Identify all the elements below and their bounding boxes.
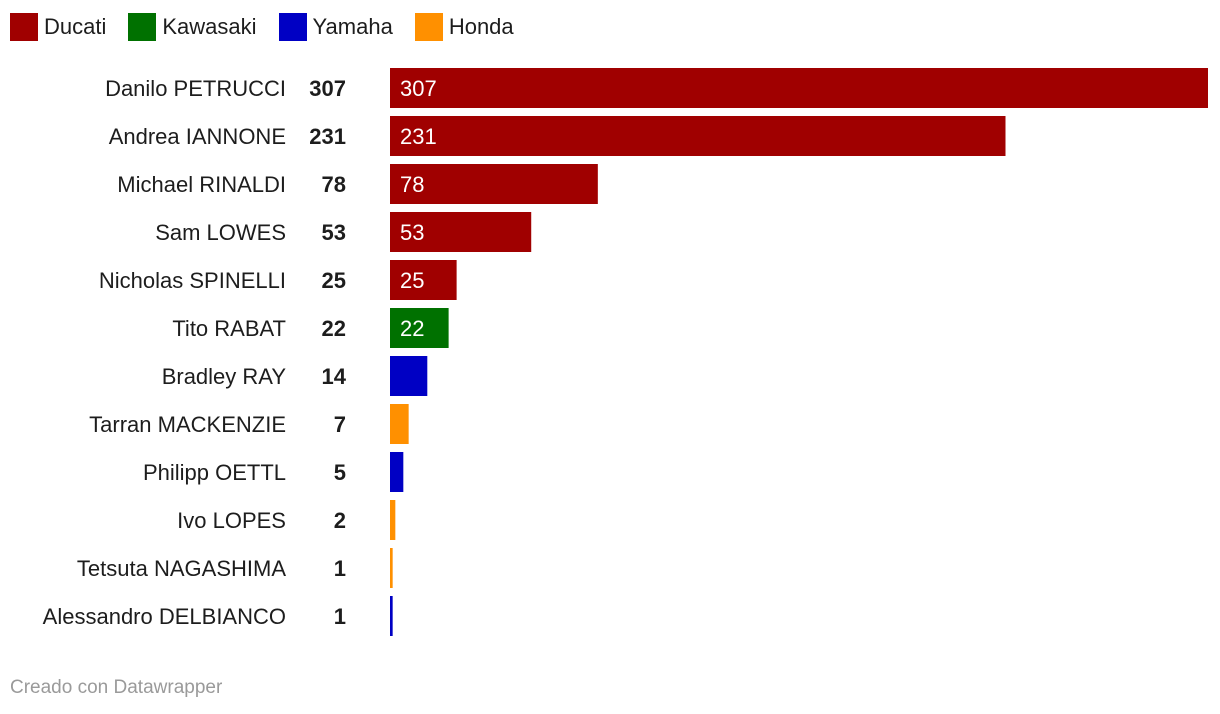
points-value-sam-lowes: 53: [322, 220, 346, 245]
bar-tito-rabat: [390, 308, 449, 348]
rider-name-tetsuta-nagashima: Tetsuta NAGASHIMA: [77, 556, 286, 581]
rider-name-nicholas-spinelli: Nicholas SPINELLI: [99, 268, 286, 293]
bar-sam-lowes: [390, 212, 532, 252]
rider-name-alessandro-delbianco: Alessandro DELBIANCO: [43, 604, 286, 629]
points-value-ivo-lopes: 2: [334, 508, 346, 533]
bar-danilo-petrucci: [390, 68, 1208, 108]
rider-name-philipp-oettl: Philipp OETTL: [143, 460, 286, 485]
bar-label-nicholas-spinelli: 25: [400, 268, 424, 293]
rider-name-tarran-mackenzie: Tarran MACKENZIE: [89, 412, 286, 437]
points-value-philipp-oettl: 5: [334, 460, 346, 485]
legend-item-ducati: Ducati: [10, 13, 106, 41]
bar-label-sam-lowes: 53: [400, 220, 424, 245]
points-value-bradley-ray: 14: [322, 364, 347, 389]
rider-name-sam-lowes: Sam LOWES: [155, 220, 286, 245]
legend-item-kawasaki: Kawasaki: [128, 13, 257, 41]
legend-label-honda: Honda: [448, 14, 514, 39]
legend-label-kawasaki: Kawasaki: [162, 14, 257, 39]
rider-name-danilo-petrucci: Danilo PETRUCCI: [105, 76, 286, 101]
rider-name-tito-rabat: Tito RABAT: [172, 316, 286, 341]
points-value-tetsuta-nagashima: 1: [334, 556, 346, 581]
legend-item-honda: Honda: [414, 13, 514, 41]
rider-name-michael-rinaldi: Michael RINALDI: [117, 172, 286, 197]
legend-swatch-kawasaki: [128, 13, 157, 41]
legend-label-ducati: Ducati: [44, 14, 107, 39]
bar-michael-rinaldi: [390, 164, 598, 204]
bar-label-tito-rabat: 22: [400, 316, 424, 341]
bar-label-andrea-iannone: 231: [400, 124, 437, 149]
points-value-tarran-mackenzie: 7: [334, 412, 346, 437]
bar-label-michael-rinaldi: 78: [400, 172, 424, 197]
rider-name-andrea-iannone: Andrea IANNONE: [109, 124, 286, 149]
bar-alessandro-delbianco: [390, 596, 393, 636]
points-value-michael-rinaldi: 78: [322, 172, 346, 197]
bar-philipp-oettl: [390, 452, 404, 492]
bar-bradley-ray: [390, 356, 428, 396]
points-value-danilo-petrucci: 307: [309, 76, 346, 101]
footer-credit: Creado con Datawrapper: [10, 677, 223, 698]
rider-name-bradley-ray: Bradley RAY: [162, 364, 287, 389]
points-value-nicholas-spinelli: 25: [322, 268, 346, 293]
bar-andrea-iannone: [390, 116, 1006, 156]
legend-item-yamaha: Yamaha: [278, 13, 393, 41]
bar-label-danilo-petrucci: 307: [400, 76, 437, 101]
bar-tetsuta-nagashima: [390, 548, 393, 588]
points-value-alessandro-delbianco: 1: [334, 604, 346, 629]
bar-tarran-mackenzie: [390, 404, 409, 444]
rider-name-ivo-lopes: Ivo LOPES: [177, 508, 286, 533]
legend-swatch-ducati: [10, 13, 38, 41]
legend-label-yamaha: Yamaha: [312, 14, 393, 39]
points-value-andrea-iannone: 231: [309, 124, 346, 149]
legend-swatch-yamaha: [278, 13, 307, 41]
legend: Ducati Kawasaki Yamaha Honda: [10, 11, 536, 43]
bar-ivo-lopes: [390, 500, 396, 540]
points-value-tito-rabat: 22: [322, 316, 346, 341]
bar-nicholas-spinelli: [390, 260, 457, 300]
legend-swatch-honda: [414, 13, 443, 41]
